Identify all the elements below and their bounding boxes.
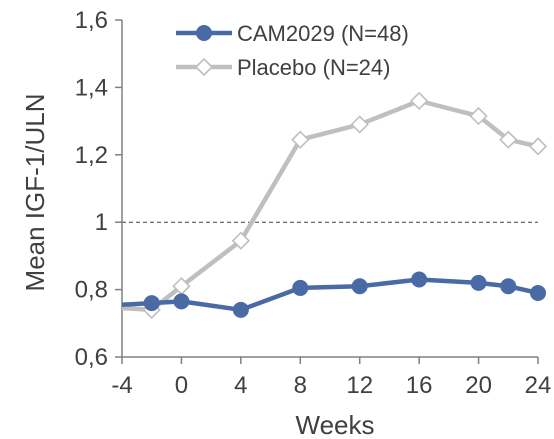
data-point	[292, 279, 309, 296]
data-point	[470, 274, 487, 291]
data-point	[351, 278, 368, 295]
data-point	[173, 293, 190, 310]
data-point	[410, 91, 429, 111]
y-tick-label: 1	[95, 209, 108, 236]
data-point	[196, 25, 212, 41]
data-point	[528, 137, 548, 156]
y-tick-label: 1,6	[75, 7, 108, 34]
data-point	[411, 271, 428, 288]
data-point	[194, 57, 214, 77]
y-tick-label: 0,8	[75, 277, 108, 304]
series-0	[121, 271, 546, 318]
data-point	[291, 130, 310, 149]
data-point	[530, 284, 546, 301]
x-tick-label: -4	[111, 372, 132, 399]
x-tick-label: 0	[175, 372, 188, 399]
legend: CAM2029 (N=48) Placebo (N=24)	[176, 21, 409, 80]
y-axis-title: Mean IGF-1/ULN	[20, 94, 50, 292]
legend-label: Placebo (N=24)	[237, 55, 390, 80]
legend-item: Placebo (N=24)	[176, 55, 390, 80]
data-point	[231, 231, 250, 250]
y-tick-label: 0,6	[75, 344, 108, 371]
data-point	[499, 130, 518, 149]
x-tick-label: 20	[465, 372, 492, 399]
x-tick-label: 12	[346, 372, 373, 399]
y-tick-label: 1,4	[75, 74, 108, 101]
data-point	[232, 301, 249, 318]
data-point	[143, 295, 160, 312]
x-axis-title: Weeks	[296, 410, 375, 439]
legend-label: CAM2029 (N=48)	[237, 21, 409, 46]
legend-item: CAM2029 (N=48)	[176, 21, 409, 46]
x-tick-label: 8	[294, 372, 307, 399]
x-tick-label: 24	[525, 372, 552, 399]
x-tick-label: 4	[234, 372, 247, 399]
series-line	[121, 277, 539, 313]
series-line	[121, 98, 539, 313]
x-tick-label: 16	[406, 372, 433, 399]
data-point	[469, 106, 488, 126]
y-tick-label: 1,2	[75, 142, 108, 169]
data-point	[500, 278, 517, 295]
data-point	[350, 115, 369, 134]
